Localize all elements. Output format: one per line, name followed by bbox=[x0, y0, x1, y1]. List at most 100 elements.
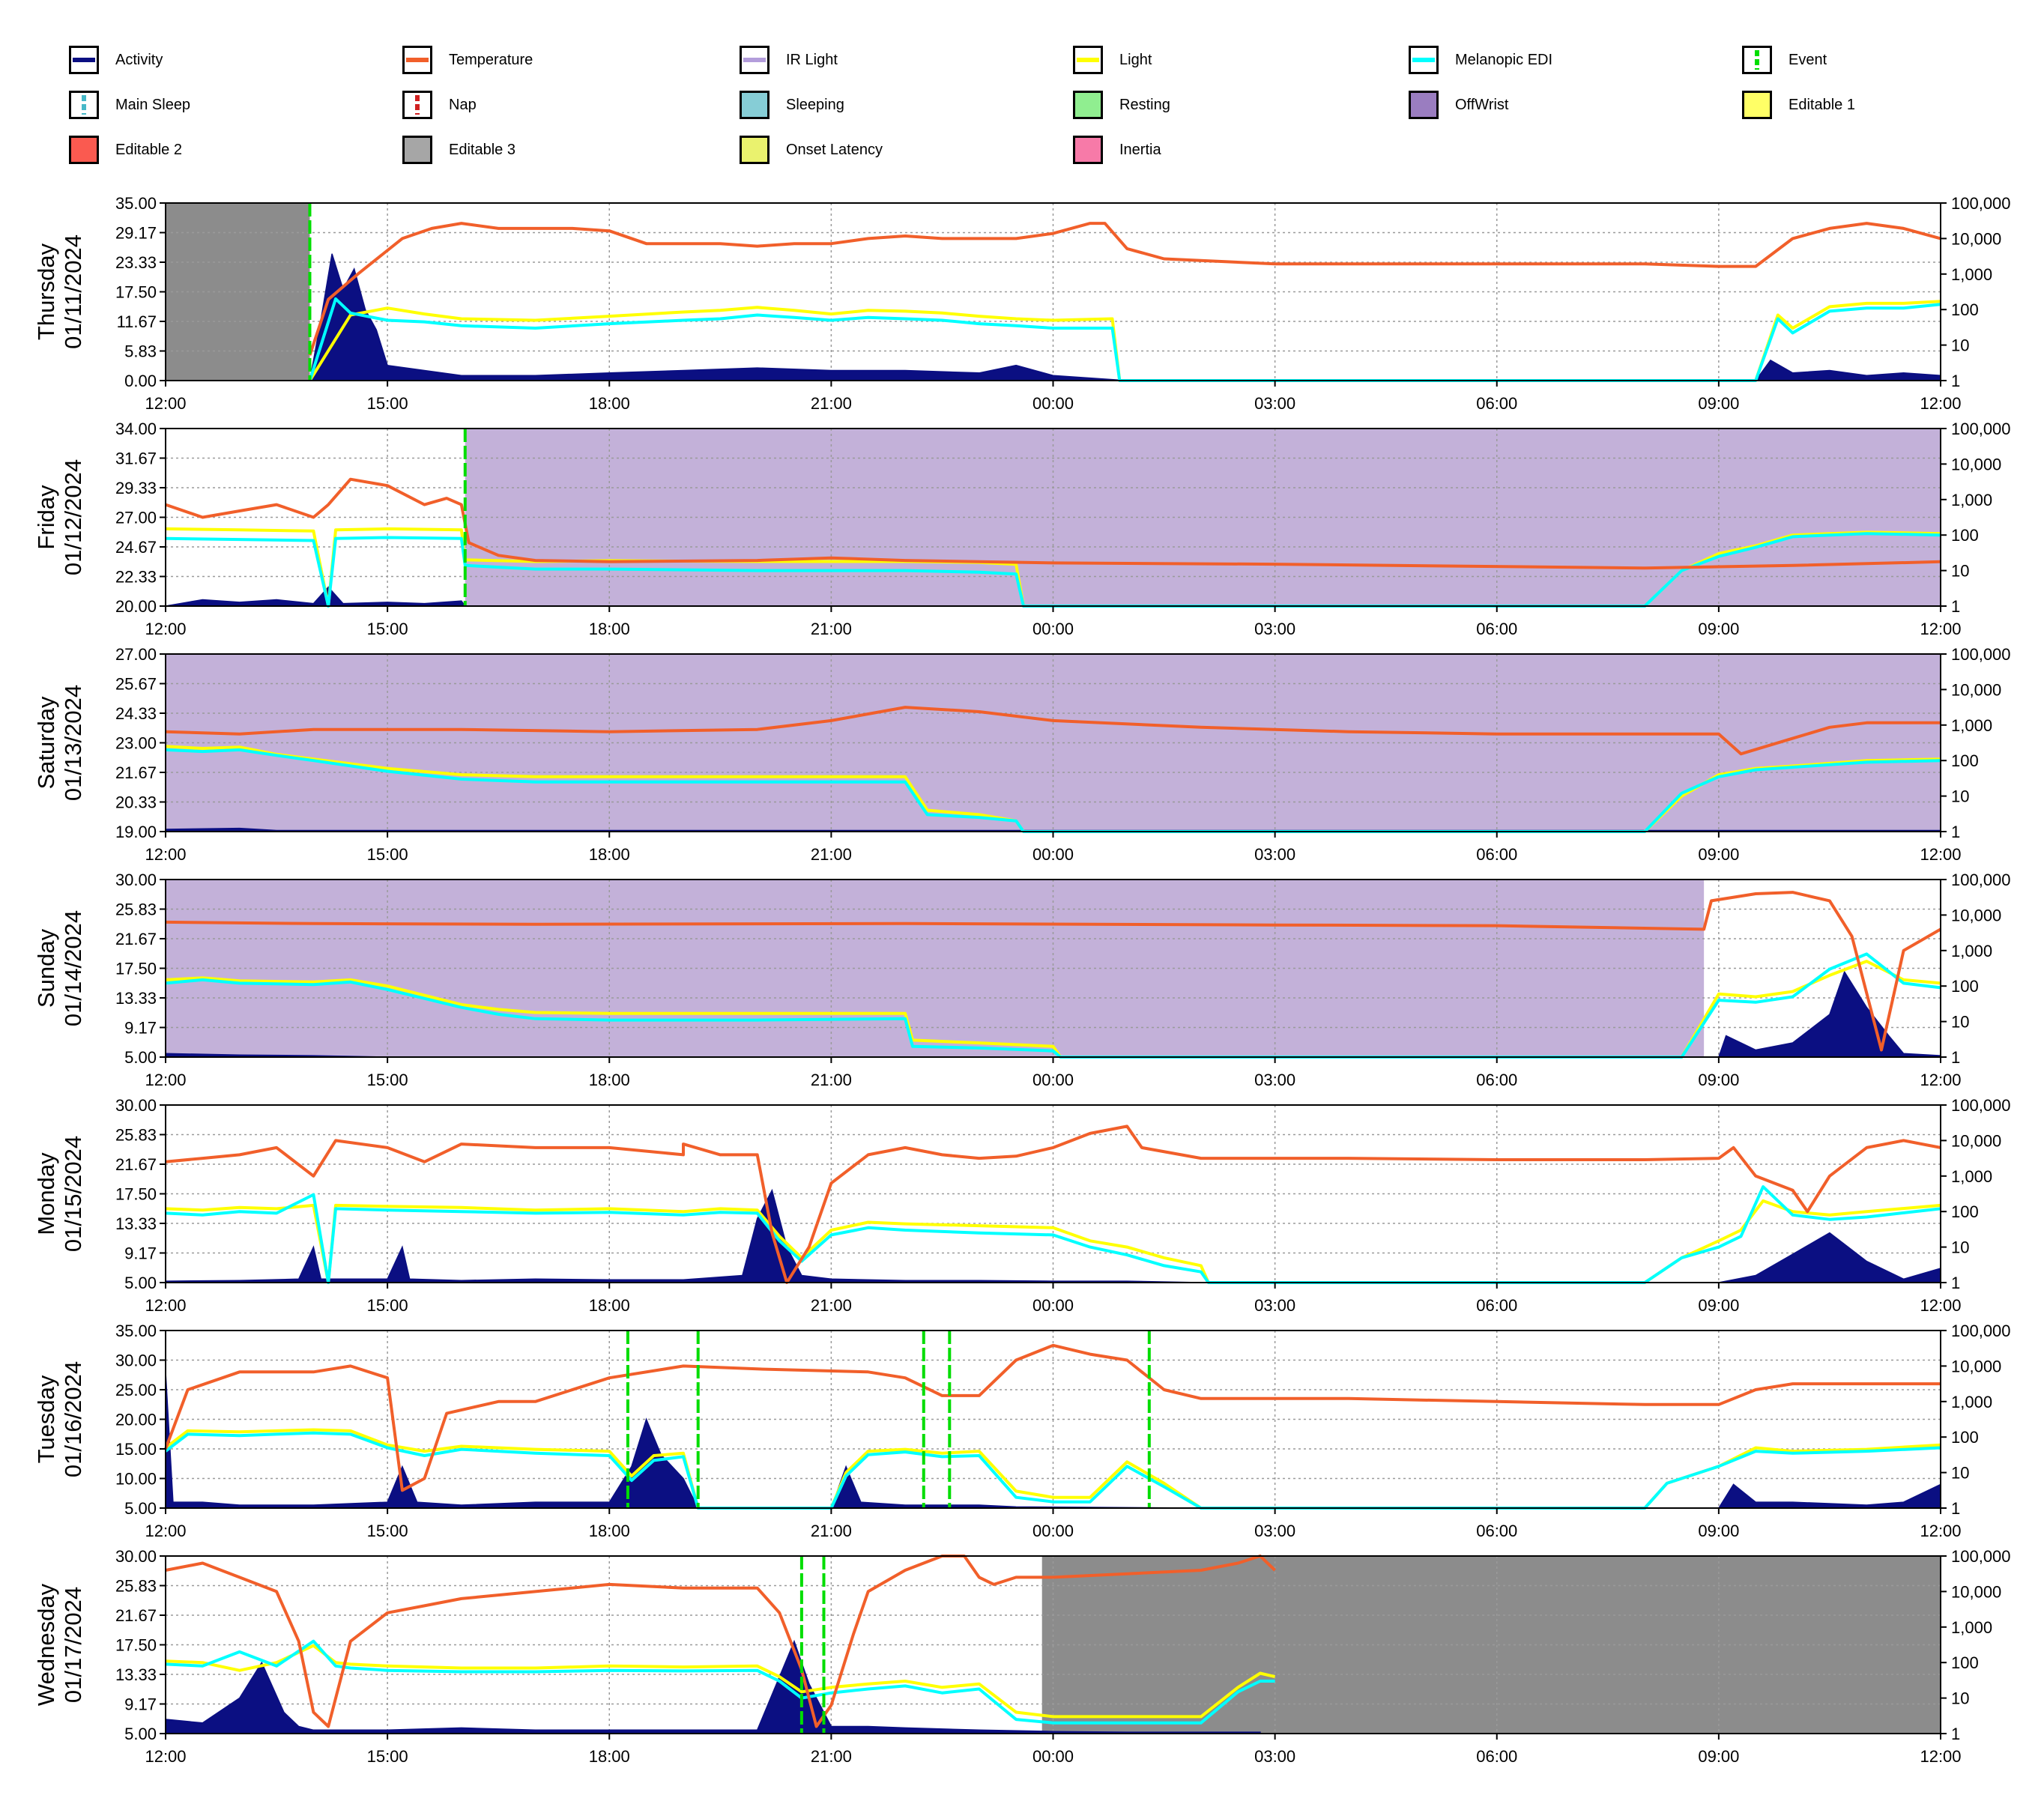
legend-swatch bbox=[402, 91, 432, 119]
x-tick-label: 00:00 bbox=[1032, 394, 1074, 413]
y2-tick-label: 100 bbox=[1951, 1653, 1979, 1672]
legend-item-activity[interactable]: Activity bbox=[69, 45, 163, 75]
y2-tick-label: 100 bbox=[1951, 751, 1979, 770]
legend-item-event[interactable]: Event bbox=[1742, 45, 1827, 75]
legend-swatch bbox=[1073, 46, 1103, 74]
y-tick-label: 23.00 bbox=[115, 734, 157, 753]
y-tick-label: 20.00 bbox=[115, 1411, 157, 1429]
y2-tick-label: 1 bbox=[1951, 1499, 1960, 1518]
legend-label: Melanopic EDI bbox=[1455, 51, 1553, 68]
y-tick-label: 20.33 bbox=[115, 793, 157, 812]
legend-item-melanopic-edi[interactable]: Melanopic EDI bbox=[1409, 45, 1552, 75]
x-tick-label: 06:00 bbox=[1476, 1522, 1517, 1540]
y2-tick-label: 10 bbox=[1951, 1689, 1969, 1708]
day-weekday: Sunday bbox=[33, 928, 59, 1008]
melanopic-edi-series bbox=[165, 748, 1941, 833]
legend-swatch bbox=[740, 91, 769, 119]
legend-swatch bbox=[69, 46, 99, 74]
y2-tick-label: 10 bbox=[1951, 1464, 1969, 1483]
legend-item-offwrist[interactable]: OffWrist bbox=[1409, 90, 1508, 120]
y2-tick-label: 10 bbox=[1951, 1238, 1969, 1257]
x-tick-label: 09:00 bbox=[1698, 1522, 1739, 1540]
x-tick-label: 12:00 bbox=[145, 1296, 186, 1315]
y-tick-label: 10.00 bbox=[115, 1470, 157, 1489]
x-tick-label: 12:00 bbox=[145, 620, 186, 638]
day-date: 01/15/2024 bbox=[60, 1136, 86, 1252]
x-tick-label: 21:00 bbox=[811, 394, 852, 413]
y-tick-label: 17.50 bbox=[115, 283, 157, 302]
y2-tick-label: 1 bbox=[1951, 1048, 1960, 1067]
y2-tick-label: 1,000 bbox=[1951, 491, 1992, 509]
legend-item-editable-2[interactable]: Editable 2 bbox=[69, 135, 182, 165]
y2-tick-label: 1 bbox=[1951, 597, 1960, 616]
x-tick-label: 18:00 bbox=[589, 1296, 630, 1315]
day-panel-thursday: 35.00 29.17 23.33 17.50 11.67 5.83 0.00 100,000… bbox=[33, 194, 2011, 413]
activity-series bbox=[309, 253, 1941, 381]
y-tick-label: 9.17 bbox=[124, 1244, 157, 1263]
x-tick-label: 03:00 bbox=[1254, 1522, 1295, 1540]
y-tick-label: 5.83 bbox=[124, 342, 157, 361]
y-tick-label: 17.50 bbox=[115, 960, 157, 978]
legend-swatch bbox=[1742, 91, 1772, 119]
y-tick-label: 25.83 bbox=[115, 1126, 157, 1145]
y-tick-label: 25.67 bbox=[115, 675, 157, 694]
legend-label: Onset Latency bbox=[786, 141, 883, 158]
y-tick-label: 25.83 bbox=[115, 900, 157, 919]
x-tick-label: 03:00 bbox=[1254, 1071, 1295, 1089]
legend-item-editable-1[interactable]: Editable 1 bbox=[1742, 90, 1855, 120]
x-tick-label: 18:00 bbox=[589, 620, 630, 638]
legend-item-inertia[interactable]: Inertia bbox=[1073, 135, 1161, 165]
day-date: 01/16/2024 bbox=[60, 1361, 86, 1477]
y-tick-label: 35.00 bbox=[115, 194, 157, 213]
legend-item-editable-3[interactable]: Editable 3 bbox=[402, 135, 515, 165]
y-tick-label: 24.33 bbox=[115, 704, 157, 723]
legend-item-main-sleep[interactable]: Main Sleep bbox=[69, 90, 190, 120]
legend-item-resting[interactable]: Resting bbox=[1073, 90, 1170, 120]
y2-tick-label: 100,000 bbox=[1951, 1096, 2011, 1115]
day-date: 01/13/2024 bbox=[60, 685, 86, 801]
y2-tick-label: 10 bbox=[1951, 1013, 1969, 1032]
legend-label: Event bbox=[1788, 51, 1827, 68]
legend-label: Sleeping bbox=[786, 96, 844, 113]
legend-swatch bbox=[740, 46, 769, 74]
offwrist-region bbox=[465, 429, 1941, 606]
editable3-region bbox=[166, 203, 310, 381]
y-tick-label: 13.33 bbox=[115, 1665, 157, 1684]
legend-swatch bbox=[1409, 91, 1439, 119]
temperature-series bbox=[165, 891, 1941, 1052]
y-tick-label: 17.50 bbox=[115, 1185, 157, 1204]
legend-item-temperature[interactable]: Temperature bbox=[402, 45, 533, 75]
day-date: 01/11/2024 bbox=[60, 234, 86, 349]
y-tick-label: 31.67 bbox=[115, 450, 157, 468]
x-tick-label: 00:00 bbox=[1032, 620, 1074, 638]
x-tick-label: 21:00 bbox=[811, 620, 852, 638]
legend-item-nap[interactable]: Nap bbox=[402, 90, 477, 120]
legend-label: Inertia bbox=[1119, 141, 1161, 158]
y-tick-label: 11.67 bbox=[117, 312, 157, 331]
x-tick-label: 12:00 bbox=[1920, 1522, 1961, 1540]
legend-item-sleeping[interactable]: Sleeping bbox=[740, 90, 844, 120]
x-tick-label: 09:00 bbox=[1698, 1747, 1739, 1766]
y-tick-label: 9.17 bbox=[124, 1695, 157, 1714]
x-tick-label: 12:00 bbox=[1920, 1071, 1961, 1089]
y-tick-label: 29.33 bbox=[115, 479, 157, 497]
day-panel-saturday: 27.00 25.67 24.33 23.00 21.67 20.33 19.00 100,0… bbox=[33, 645, 2011, 864]
y2-tick-label: 100,000 bbox=[1951, 194, 2011, 213]
legend-item-onset-latency[interactable]: Onset Latency bbox=[740, 135, 883, 165]
temperature-series bbox=[165, 477, 1941, 570]
y2-tick-label: 1,000 bbox=[1951, 1618, 1992, 1637]
y2-tick-label: 100,000 bbox=[1951, 420, 2011, 438]
y2-tick-label: 1 bbox=[1951, 372, 1960, 390]
x-tick-label: 12:00 bbox=[145, 394, 186, 413]
legend-swatch bbox=[402, 46, 432, 74]
melanopic-edi-series bbox=[165, 1185, 1941, 1284]
x-tick-label: 09:00 bbox=[1698, 1296, 1739, 1315]
y-tick-label: 0.00 bbox=[124, 372, 157, 390]
legend-label: Editable 3 bbox=[449, 141, 515, 158]
legend-item-light[interactable]: Light bbox=[1073, 45, 1152, 75]
x-tick-label: 06:00 bbox=[1476, 1071, 1517, 1089]
x-tick-label: 03:00 bbox=[1254, 620, 1295, 638]
legend-item-ir-light[interactable]: IR Light bbox=[740, 45, 838, 75]
y2-tick-label: 10,000 bbox=[1951, 906, 2001, 924]
